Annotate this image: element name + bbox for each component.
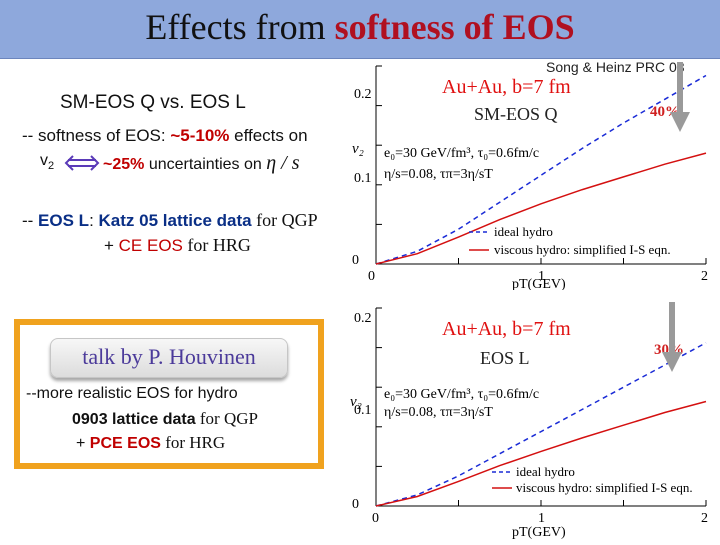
plot-bottom-svg: 0.2 0.1 0 1 2 0 v₂ pT(GEV) Au+Au, b=7 fm… — [350, 307, 708, 540]
ytick-01: 0.1 — [354, 403, 372, 418]
talk-line-3: + PCE EOS for HRG — [76, 433, 225, 453]
v2-label: v — [40, 152, 48, 169]
xtick-1: 1 — [538, 269, 545, 284]
system-label: Au+Au, b=7 fm — [442, 318, 571, 340]
katz-label: Katz 05 lattice data — [98, 211, 252, 230]
eos-l-label: EOS L — [38, 211, 90, 230]
citation: Song & Heinz PRC 08 — [546, 59, 685, 75]
talk-line-3-plus: + — [76, 435, 90, 452]
compare-heading: SM-EOS Q vs. EOS L — [60, 92, 246, 113]
plot-top-svg: 0.2 0.1 0 1 2 0 v₂ pT(GEV) Au+Au, b=7 fm… — [352, 65, 708, 292]
title-prefix: Effects from — [145, 7, 335, 47]
eta-over-s: η / s — [266, 152, 300, 174]
xtick-1: 1 — [538, 511, 545, 526]
xtick-2: 2 — [701, 269, 708, 284]
params-line-2: η/s=0.08, τπ=3η/sT — [384, 167, 493, 182]
talk-line-2-bold: 0903 lattice data — [72, 411, 196, 428]
softness-line: -- softness of EOS: ~5-10% effects on — [22, 126, 308, 146]
title-bar — [0, 0, 720, 59]
x-axis-label: pT(GEV) — [512, 277, 566, 290]
double-arrow-icon — [64, 155, 100, 171]
xtick-2: 2 — [701, 511, 708, 526]
ytick-01: 0.1 — [354, 171, 372, 186]
ytick-0: 0 — [352, 497, 359, 512]
title-accent: softness of EOS — [334, 7, 575, 47]
params-line-1: e₀=30 GeV/fm³, τ₀=0.6fm/c — [384, 387, 539, 402]
down-arrow-icon-top — [670, 62, 690, 132]
talk-button[interactable]: talk by P. Houvinen — [50, 338, 288, 378]
eos-l-line: -- EOS L: Katz 05 lattice data for QGP — [22, 210, 318, 231]
ideal-hydro-line — [375, 342, 707, 507]
ce-label: CE EOS — [118, 236, 183, 255]
viscous-hydro-line — [375, 152, 707, 265]
ce-plus: + — [104, 236, 119, 255]
ytick-02: 0.2 — [354, 87, 372, 102]
x-axis-label: pT(GEV) — [512, 525, 566, 540]
y-axis-label: v₂ — [352, 141, 364, 157]
talk-box: talk by P. Houvinen --more realistic EOS… — [14, 319, 324, 469]
softness-suffix: effects on — [229, 126, 308, 145]
eos-l-colon: : — [89, 211, 99, 230]
system-label: Au+Au, b=7 fm — [442, 76, 571, 98]
eos-label: EOS L — [480, 348, 530, 368]
down-arrow-icon-bottom — [662, 302, 682, 372]
plot-top-lines — [375, 74, 707, 265]
xtick-0: 0 — [368, 269, 375, 284]
plot-top: 0.2 0.1 0 1 2 0 v₂ pT(GEV) Au+Au, b=7 fm… — [344, 58, 720, 292]
uncertainty-line: ~25% uncertainties on η / s — [103, 152, 300, 175]
legend-viscous: viscous hydro: simplified I-S eqn. — [494, 242, 671, 257]
eos-label: SM-EOS Q — [474, 104, 558, 124]
ytick-0: 0 — [352, 253, 359, 268]
y-axis-label: v₂ — [350, 394, 362, 410]
katz-tail: for QGP — [251, 210, 318, 230]
talk-line-1: --more realistic EOS for hydro — [26, 385, 238, 402]
slide-title: Effects from softness of EOS — [0, 6, 720, 48]
ideal-hydro-line — [375, 74, 707, 265]
talk-line-3-bold: PCE EOS — [89, 435, 161, 452]
viscous-hydro-line — [375, 400, 707, 507]
softness-prefix: -- softness of EOS: — [22, 126, 171, 145]
legend-viscous: viscous hydro: simplified I-S eqn. — [516, 480, 693, 495]
softness-pct: ~5-10% — [170, 126, 230, 145]
v2-sub: 2 — [48, 160, 55, 173]
ytick-02: 0.2 — [354, 311, 372, 326]
talk-line-2: 0903 lattice data for QGP — [72, 409, 258, 429]
plot-top-ticks — [375, 65, 707, 265]
legend-ideal: ideal hydro — [516, 464, 575, 479]
eos-l-prefix: -- — [22, 211, 39, 230]
xtick-0: 0 — [372, 511, 379, 526]
ce-line: + CE EOS for HRG — [104, 235, 251, 256]
params-line-1: e₀=30 GeV/fm³, τ₀=0.6fm/c — [384, 146, 539, 161]
plot-bottom-lines — [375, 342, 707, 507]
ce-tail: for HRG — [182, 235, 251, 255]
legend-ideal: ideal hydro — [494, 224, 553, 239]
talk-button-label: talk by P. Houvinen — [82, 344, 256, 369]
uncertainty-text: uncertainties on — [144, 156, 267, 173]
plot-bottom: 0.2 0.1 0 1 2 0 v₂ pT(GEV) Au+Au, b=7 fm… — [344, 300, 720, 540]
params-line-2: η/s=0.08, τπ=3η/sT — [384, 405, 493, 420]
talk-line-2-tail: for QGP — [195, 409, 258, 428]
talk-line-3-tail: for HRG — [160, 433, 226, 452]
uncertainty-pct: ~25% — [103, 156, 145, 173]
v2-line: v2 — [40, 152, 54, 172]
